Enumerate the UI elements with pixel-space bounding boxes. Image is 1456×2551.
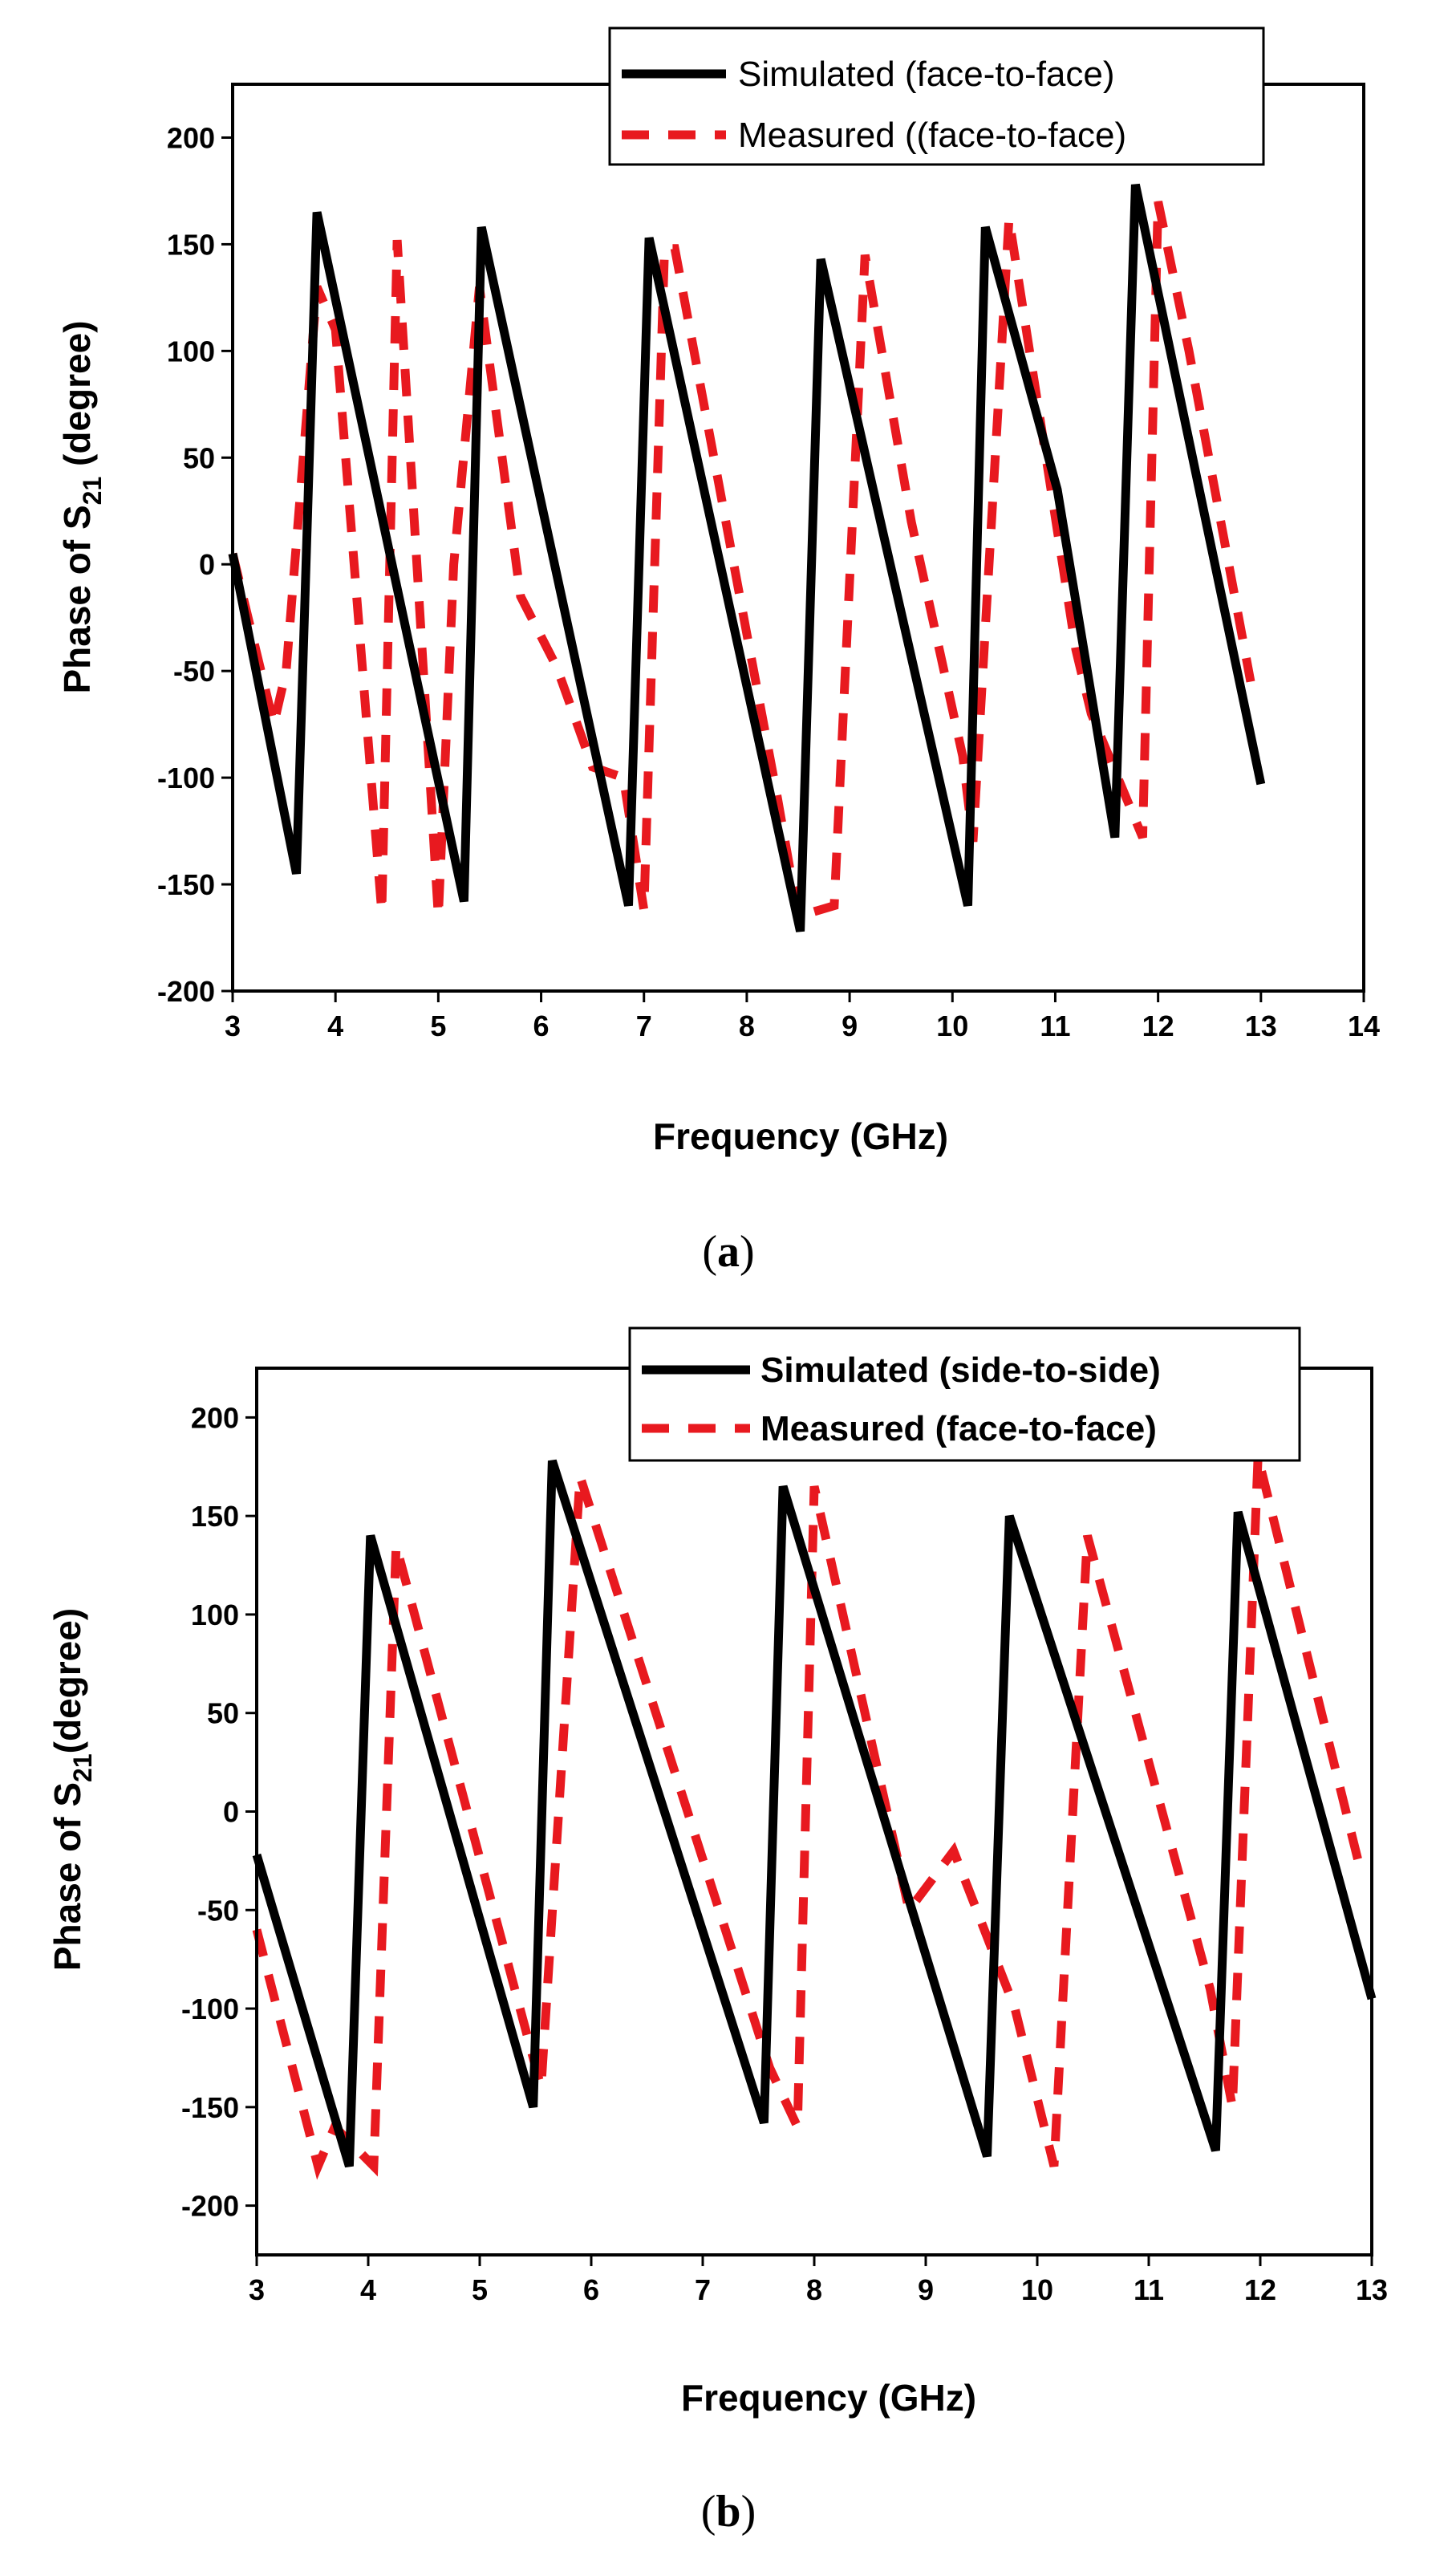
chart-a-x-tick-label: 6 (533, 1009, 550, 1042)
chart-b-y-tick-label: 50 (207, 1697, 239, 1730)
chart-a-x-tick-label: 4 (327, 1009, 343, 1042)
chart-b-caption: (b) (701, 2487, 756, 2537)
chart-a-y-tick-label: 200 (167, 121, 215, 154)
chart-a-y-tick-label: -200 (157, 975, 215, 1008)
chart-b-series (252, 1456, 1377, 2180)
chart-b-y-tick-label: 100 (191, 1598, 239, 1631)
chart-b-x-tick-label: 3 (249, 2273, 265, 2306)
chart-b-x-tick-label: 10 (1021, 2273, 1053, 2306)
chart-b-series-measured-line (252, 1456, 1365, 2180)
chart-b-x-tick-label: 12 (1244, 2273, 1276, 2306)
chart-a-x-tick-label: 8 (739, 1009, 755, 1042)
chart-a-series (228, 183, 1266, 932)
chart-a-y-axis-label: Phase of S21 (degree) (56, 320, 107, 693)
chart-a-y-tick-label: -150 (157, 868, 215, 901)
chart-b-y-tick-label: 200 (191, 1401, 239, 1434)
chart-a-legend: Simulated (face-to-face) Measured ((face… (608, 26, 1265, 166)
chart-b-x-tick-label: 11 (1134, 2273, 1164, 2306)
chart-b-y-tick-label: -200 (181, 2190, 239, 2223)
chart-b-x-axis-label: Frequency (GHz) (681, 2377, 976, 2419)
chart-b-y-tick-label: -100 (181, 1992, 239, 2025)
chart-a-x-tick-label: 9 (842, 1009, 858, 1042)
chart-a-x-tick-label: 11 (1040, 1009, 1070, 1042)
chart-b-x-tick-label: 6 (583, 2273, 599, 2306)
chart-a-x-tick-label: 7 (636, 1009, 652, 1042)
chart-b-x-tick-label: 4 (360, 2273, 376, 2306)
chart-a-x-tick-label: 13 (1245, 1009, 1277, 1042)
chart-a: 3 4 5 6 7 8 9 10 11 12 13 14 -200 -150 -100 -50 0 50 100 15… (56, 26, 1380, 1277)
chart-b-legend-label-measured: Measured (face-to-face) (760, 1409, 1157, 1448)
chart-b-legend-box (628, 1326, 1301, 1462)
chart-a-legend-label-measured: Measured ((face-to-face) (738, 116, 1126, 155)
chart-b-x-tick-label: 13 (1356, 2273, 1388, 2306)
chart-b: 3 4 5 6 7 8 9 10 11 12 13 -200 -150 -100 -50 0 50 100 150 2… (47, 1326, 1388, 2537)
chart-a-legend-label-simulated: Simulated (face-to-face) (738, 55, 1115, 94)
chart-a-y-tick-label: 100 (167, 335, 215, 368)
chart-a-x-axis-label: Frequency (GHz) (653, 1115, 948, 1157)
chart-b-series-simulated-line (252, 1459, 1377, 2168)
chart-a-y-tick-label: 0 (199, 548, 215, 581)
chart-a-x-tick-label: 10 (936, 1009, 968, 1042)
chart-b-y-tick-label: 0 (223, 1796, 239, 1829)
chart-a-series-simulated-line (228, 183, 1266, 932)
chart-a-x-tick-label: 14 (1348, 1009, 1380, 1042)
chart-a-caption: (a) (702, 1227, 754, 1277)
chart-a-series-measured-line (228, 201, 1255, 922)
chart-a-y-tick-label: 50 (183, 441, 215, 474)
chart-b-y-axis-label: Phase of S21(degree) (47, 1608, 97, 1971)
chart-a-legend-box (608, 26, 1265, 166)
chart-b-legend: Simulated (side-to-side) Measured (face-… (628, 1326, 1301, 1462)
chart-a-ticks: 3 4 5 6 7 8 9 10 11 12 13 14 -200 -150 -100 -50 0 50 100 15… (157, 121, 1380, 1042)
chart-b-y-tick-label: 150 (191, 1500, 239, 1533)
chart-b-x-tick-label: 5 (472, 2273, 488, 2306)
chart-a-y-tick-label: -50 (173, 655, 215, 688)
chart-a-plot-frame (231, 83, 1365, 993)
chart-b-x-tick-label: 7 (695, 2273, 711, 2306)
chart-a-x-tick-label: 12 (1142, 1009, 1174, 1042)
chart-a-y-tick-label: 150 (167, 228, 215, 261)
chart-b-y-tick-label: -50 (197, 1894, 239, 1927)
chart-a-x-tick-label: 5 (430, 1009, 446, 1042)
chart-b-legend-label-simulated: Simulated (side-to-side) (760, 1351, 1161, 1390)
chart-a-y-tick-label: -100 (157, 762, 215, 794)
chart-b-y-tick-label: -150 (181, 2091, 239, 2124)
chart-b-x-tick-label: 9 (918, 2273, 934, 2306)
chart-a-x-tick-label: 3 (225, 1009, 241, 1042)
chart-b-x-tick-label: 8 (806, 2273, 822, 2306)
chart-b-ticks: 3 4 5 6 7 8 9 10 11 12 13 -200 -150 -100 -50 0 50 100 150 2… (181, 1401, 1388, 2306)
